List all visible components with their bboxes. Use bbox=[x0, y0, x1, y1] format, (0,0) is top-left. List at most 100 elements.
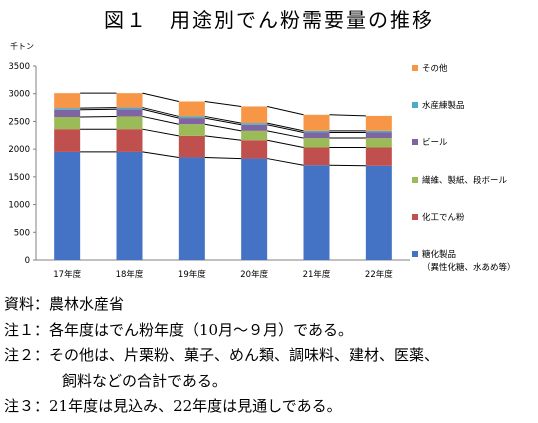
series-connector-line bbox=[267, 158, 304, 166]
bar-segment bbox=[116, 93, 143, 108]
legend-swatch-saccharified bbox=[412, 251, 418, 257]
legend-label-other: その他 bbox=[422, 64, 448, 74]
legend-swatch-fiber-paper bbox=[412, 177, 418, 183]
bar-segment bbox=[54, 116, 81, 130]
bar-segment bbox=[116, 129, 143, 152]
bar-segment bbox=[241, 123, 268, 125]
series-connector-line bbox=[204, 117, 242, 126]
bar-segment bbox=[178, 135, 205, 158]
bar-segment bbox=[303, 138, 330, 148]
y-tick-label: 500 bbox=[14, 228, 30, 238]
x-tick-label: 21年度 bbox=[303, 269, 331, 280]
bar-segment bbox=[303, 132, 330, 139]
series-connector-line bbox=[80, 115, 117, 118]
series-connector-line bbox=[80, 108, 117, 111]
series-connector-line bbox=[267, 139, 304, 148]
legend-swatch-fish-paste bbox=[412, 102, 418, 108]
legend-item-other: その他 bbox=[412, 62, 448, 74]
note-3: 注３：21年度は見込み、22年度は見通しである。 bbox=[4, 397, 342, 415]
series-connector-line bbox=[267, 124, 304, 134]
legend-label-saccharified-detail: （異性化糖、水あめ等） bbox=[422, 263, 516, 273]
source-note: 資料：農林水産省 bbox=[4, 295, 125, 313]
series-connector-line bbox=[204, 123, 242, 132]
legend-swatch-other bbox=[412, 65, 418, 71]
series-connector-line bbox=[204, 115, 242, 124]
x-tick-label: 18年度 bbox=[116, 269, 144, 280]
y-axis-unit: 千トン bbox=[10, 42, 34, 51]
stacked-bar-chart: 0 500 1000 1500 2000 2500 3000 3500 17年度 18年度 19年度… bbox=[8, 62, 410, 280]
bar-segment bbox=[241, 124, 268, 131]
series-connector-line bbox=[142, 108, 179, 119]
y-tick-label: 2500 bbox=[8, 117, 30, 127]
bar-segment bbox=[116, 116, 143, 130]
series-connector-line bbox=[142, 151, 179, 158]
bar-segment bbox=[178, 124, 205, 136]
bar-segment bbox=[241, 106, 268, 124]
bar-segment bbox=[241, 130, 268, 141]
bar-segment bbox=[365, 130, 392, 133]
bar-segment bbox=[116, 109, 143, 117]
bar-segment bbox=[54, 151, 81, 260]
bar-segment bbox=[303, 147, 330, 166]
bar-segment bbox=[54, 109, 81, 117]
legend-label-fish-paste: 水産練製品 bbox=[422, 101, 465, 111]
y-tick-label: 1000 bbox=[8, 201, 30, 211]
y-tick-label: 3500 bbox=[8, 62, 30, 72]
legend-item-fish-paste: 水産練製品 bbox=[412, 99, 465, 111]
bar-segment bbox=[54, 108, 81, 110]
bar-segment bbox=[241, 140, 268, 159]
bar-segment bbox=[365, 132, 392, 139]
bar-segment bbox=[178, 116, 205, 119]
bar-segment bbox=[303, 114, 330, 131]
legend-label-beer: ビール bbox=[422, 138, 448, 148]
legend-item-fiber-paper: 繊維、製紙、段ボール bbox=[412, 174, 507, 186]
legend-item-beer: ビール bbox=[412, 136, 448, 148]
series-connector-line bbox=[204, 135, 242, 141]
note-1: 注１：各年度はでん粉年度（10月～９月）である。 bbox=[4, 320, 353, 339]
legend-swatch-modified-starch bbox=[412, 214, 418, 220]
series-connector-line bbox=[267, 122, 304, 132]
series-connector-line bbox=[80, 107, 117, 109]
series-connector-line bbox=[267, 130, 304, 139]
series-connector-line bbox=[267, 105, 304, 116]
bar-segment bbox=[303, 165, 330, 260]
bar-segment bbox=[116, 151, 143, 260]
series-connector-line bbox=[142, 92, 179, 102]
bar-segment bbox=[303, 130, 330, 133]
bar-segment bbox=[178, 157, 205, 260]
bar-segment bbox=[116, 107, 143, 110]
series-connector-line bbox=[329, 114, 366, 117]
series-connector-line bbox=[204, 156, 242, 160]
chart-legend: その他 水産練製品 ビール 繊維、製紙、段ボール 化工でん粉 糖化製品 （異性化… bbox=[412, 0, 538, 290]
bar-segment bbox=[54, 129, 81, 152]
bar-segment bbox=[54, 93, 81, 109]
note-2: 注２：その他は、片栗粉、菓子、めん類、調味料、建材、医薬、 bbox=[4, 346, 440, 364]
x-tick-label: 17年度 bbox=[53, 269, 81, 280]
x-tick-label: 22年度 bbox=[365, 269, 393, 280]
x-tick-label: 20年度 bbox=[240, 269, 268, 280]
legend-label-fiber-paper: 繊維、製紙、段ボール bbox=[422, 176, 508, 186]
notes-block: 資料：農林水産省 注１：各年度はでん粉年度（10月～９月）である。 注２：その他… bbox=[4, 292, 538, 420]
bar-segment bbox=[365, 147, 392, 166]
series-connector-line bbox=[142, 107, 179, 117]
y-tick-label: 3000 bbox=[8, 90, 30, 100]
legend-swatch-beer bbox=[412, 139, 418, 145]
legend-label-modified-starch: 化工でん粉 bbox=[422, 213, 465, 223]
bar-segment bbox=[241, 158, 268, 260]
y-tick-label: 2000 bbox=[8, 145, 30, 155]
legend-item-saccharified: 糖化製品 （異性化糖、水あめ等） bbox=[412, 248, 516, 273]
series-connector-line bbox=[329, 164, 366, 167]
chart-title: 図１ 用途別でん粉需要量の推移 bbox=[104, 8, 434, 32]
legend-label-saccharified: 糖化製品 bbox=[422, 250, 457, 260]
y-tick-label: 0 bbox=[25, 256, 30, 266]
bar-segment bbox=[178, 101, 205, 117]
series-connector-line bbox=[142, 128, 179, 137]
legend-item-modified-starch: 化工でん粉 bbox=[412, 211, 465, 223]
series-connector-line bbox=[142, 115, 179, 125]
note-2-continued: 飼料などの合計である。 bbox=[62, 371, 227, 390]
x-tick-label: 19年度 bbox=[178, 269, 206, 280]
bar-segment bbox=[365, 115, 392, 131]
y-tick-label: 1500 bbox=[8, 173, 30, 183]
series-connector-line bbox=[204, 100, 242, 107]
bar-segment bbox=[365, 138, 392, 148]
